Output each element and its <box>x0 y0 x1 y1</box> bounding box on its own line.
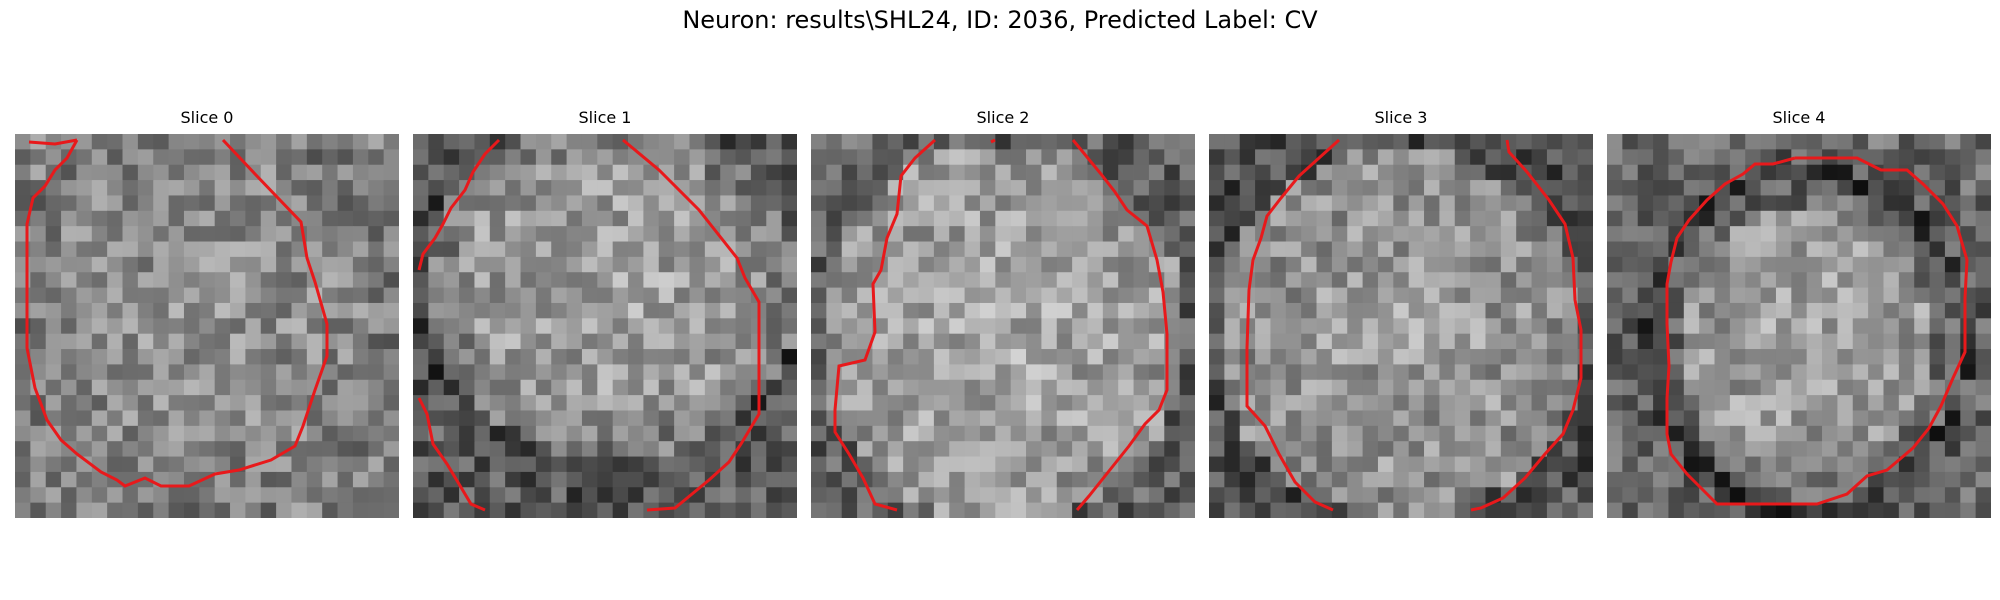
pixel-grid <box>15 134 399 518</box>
slice-panel-1: Slice 1 <box>413 108 797 526</box>
contour-line <box>417 397 486 512</box>
slice-panel-3: Slice 3 <box>1209 108 1593 526</box>
contour-line <box>990 138 996 144</box>
slice-image <box>1607 134 1991 518</box>
contour-line <box>28 138 78 146</box>
slice-image <box>15 134 399 518</box>
contour-line <box>1665 156 1969 506</box>
pixel-grid <box>1607 134 1991 518</box>
pixel-grid <box>1209 134 1593 518</box>
figure-title: Neuron: results\SHL24, ID: 2036, Predict… <box>682 6 1318 34</box>
slice-image <box>811 134 1195 518</box>
slice-panel-2: Slice 2 <box>811 108 1195 526</box>
slice-image <box>1209 134 1593 518</box>
contour-line <box>1470 139 1583 512</box>
slice-title: Slice 4 <box>1772 108 1826 127</box>
slice-title: Slice 1 <box>578 108 632 127</box>
slice-title: Slice 0 <box>180 108 234 127</box>
contour-line <box>622 138 761 512</box>
slice-panel-0: Slice 0 <box>15 108 399 526</box>
contour-line <box>1245 138 1341 512</box>
contour-line <box>833 138 937 512</box>
contour-line <box>1071 139 1169 511</box>
pixel-grid <box>413 134 797 518</box>
slice-panel-4: Slice 4 <box>1607 108 1991 526</box>
contour-line <box>417 138 501 271</box>
pixel-grid <box>811 134 1195 518</box>
slice-image <box>413 134 797 518</box>
slice-title: Slice 3 <box>1374 108 1428 127</box>
slice-title: Slice 2 <box>976 108 1030 127</box>
contour-line <box>25 138 329 488</box>
